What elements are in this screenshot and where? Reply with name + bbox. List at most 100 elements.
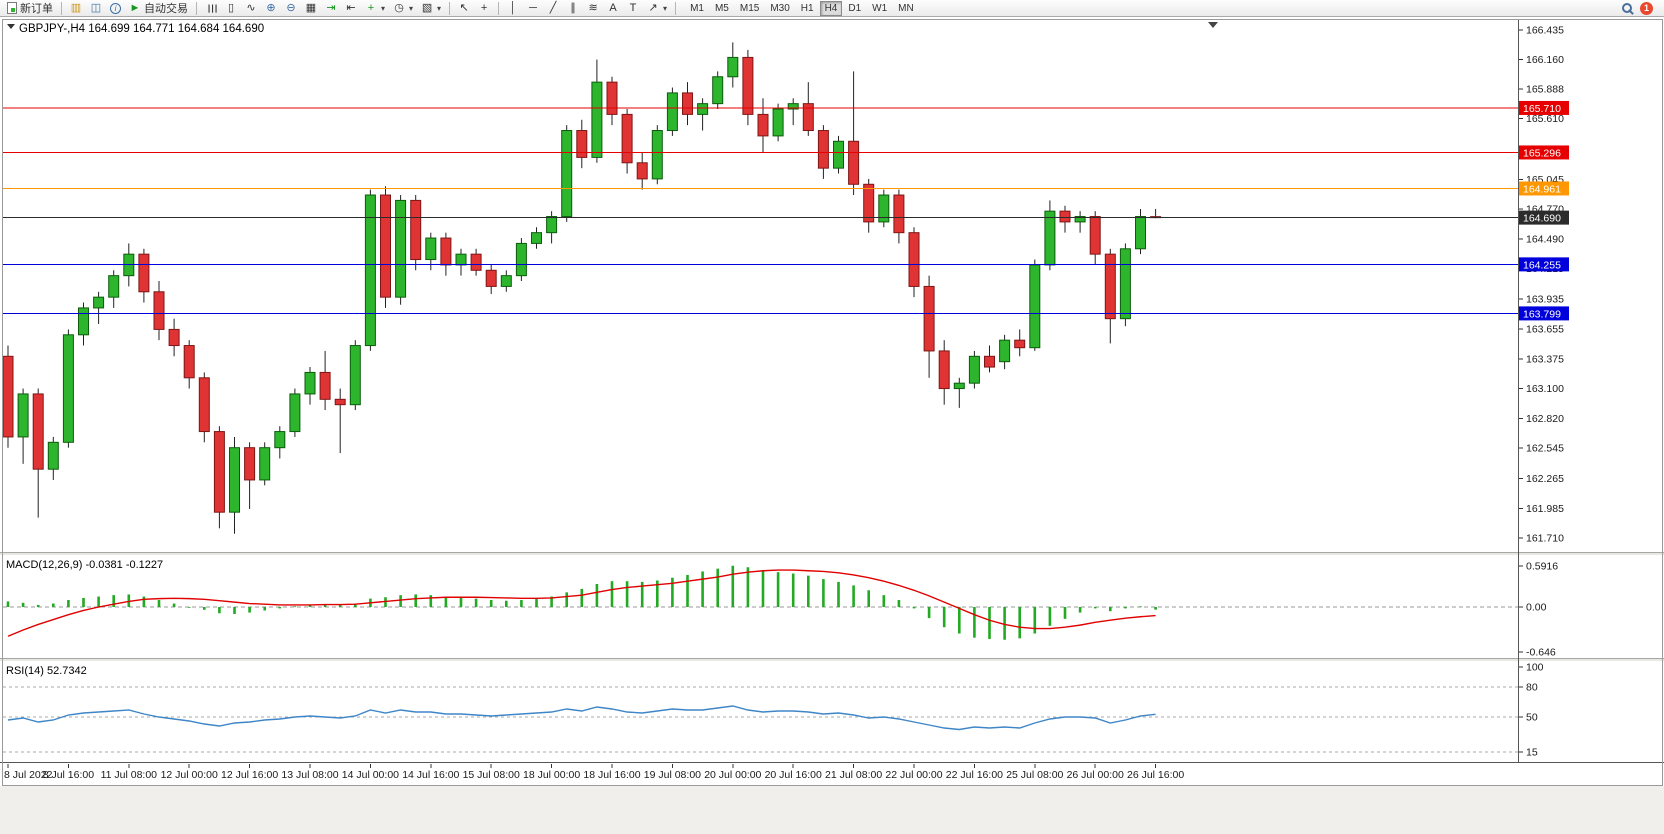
horizontal-line-icon: ─ xyxy=(529,1,537,14)
candlestick-chart-button[interactable]: ▯ xyxy=(221,0,241,16)
new-order-icon xyxy=(7,2,17,14)
timeframe-button-d1[interactable]: D1 xyxy=(843,1,866,16)
text-icon: A xyxy=(609,1,617,14)
axis-tick-label: 162.545 xyxy=(1526,443,1564,455)
candle xyxy=(923,275,935,378)
price-badge-165.296: 165.296 xyxy=(1519,145,1569,160)
chart-menu-arrow-icon[interactable] xyxy=(7,24,15,29)
axis-tick-label: 12 Jul 16:00 xyxy=(221,769,278,781)
candle xyxy=(319,350,331,411)
candle xyxy=(833,135,844,174)
toolbar-separator xyxy=(61,1,62,15)
candle xyxy=(17,388,29,464)
candle xyxy=(772,103,784,142)
chart-shift-icon: ⇤ xyxy=(346,1,356,14)
candle xyxy=(908,227,920,298)
bar-chart-button[interactable]: ☰ xyxy=(201,0,221,16)
zoom-in-button[interactable]: ⊕ xyxy=(261,0,281,16)
axis-tick-label: 19 Jul 08:00 xyxy=(644,769,701,781)
candle xyxy=(802,82,814,136)
svg-text:164.255: 164.255 xyxy=(1523,259,1561,271)
axis-tick-label: 165.610 xyxy=(1526,113,1564,125)
fibonacci-button[interactable]: ≋ xyxy=(583,0,603,16)
text-label-button[interactable]: T xyxy=(623,0,643,16)
channel-button[interactable]: ∥ xyxy=(563,0,583,16)
axis-tick-label: 20 Jul 00:00 xyxy=(704,769,761,781)
candle xyxy=(244,442,256,509)
autotrading-button[interactable]: ► 自动交易 xyxy=(125,0,192,16)
axis-tick-label: 0.5916 xyxy=(1526,560,1558,572)
axis-tick-label: 8 Jul 16:00 xyxy=(43,769,95,781)
timeframe-button-m15[interactable]: M15 xyxy=(735,1,764,16)
rsi-label: RSI(14) 52.7342 xyxy=(6,665,87,677)
candle xyxy=(546,211,558,244)
horizontal-line-button[interactable]: ─ xyxy=(523,0,543,16)
zoom-out-button[interactable]: ⊖ xyxy=(281,0,301,16)
candle xyxy=(198,372,210,443)
candle xyxy=(1044,200,1056,271)
candle xyxy=(591,59,603,163)
timeframe-button-mn[interactable]: MN xyxy=(893,1,919,16)
dropdown-caret-icon: ▾ xyxy=(409,3,414,13)
timeframe-button-h1[interactable]: H1 xyxy=(796,1,819,16)
candle xyxy=(470,248,482,276)
candle xyxy=(93,291,105,325)
vertical-line-button[interactable]: │ xyxy=(503,0,523,16)
candle xyxy=(621,109,633,174)
crosshair-button[interactable]: + xyxy=(474,0,494,16)
axis-tick-label: 26 Jul 16:00 xyxy=(1127,769,1184,781)
candle xyxy=(183,340,195,389)
periods-button[interactable]: ◷ ▾ xyxy=(389,0,417,16)
axis-tick-label: 100 xyxy=(1526,662,1544,674)
indicators-button[interactable]: + ▾ xyxy=(361,0,389,16)
text-button[interactable]: A xyxy=(603,0,623,16)
data-window-button[interactable]: ◫ xyxy=(86,0,106,16)
cursor-button[interactable]: ↖ xyxy=(454,0,474,16)
timeframe-button-m30[interactable]: M30 xyxy=(765,1,794,16)
candle xyxy=(274,426,286,459)
candle xyxy=(1119,243,1131,327)
chart-window[interactable]: 166.435166.160165.888165.610165.330165.0… xyxy=(0,17,1664,834)
axis-tick-label: 161.710 xyxy=(1526,533,1564,545)
candle xyxy=(229,436,240,534)
candle xyxy=(410,195,422,271)
timeframe-button-h4[interactable]: H4 xyxy=(819,0,843,16)
axis-tick-label: 162.265 xyxy=(1526,473,1564,485)
search-icon[interactable] xyxy=(1622,3,1632,13)
main-toolbar: 新订单 ▥ ◫ i ► 自动交易 ☰ ▯ ∿ ⊕ ⊖ ▦ ⇥ ⇤ + ▾ ◷ ▾ ▧… xyxy=(0,0,1664,17)
market-watch-button[interactable]: ▥ xyxy=(66,0,86,16)
info-button[interactable]: i xyxy=(106,0,125,16)
tile-windows-button[interactable]: ▦ xyxy=(301,0,321,16)
notification-badge[interactable]: 1 xyxy=(1640,1,1653,15)
chart-canvas[interactable]: 166.435166.160165.888165.610165.330165.0… xyxy=(0,17,1664,834)
trendline-button[interactable]: ╱ xyxy=(543,0,563,16)
autotrading-label: 自动交易 xyxy=(144,3,188,15)
new-order-button[interactable]: 新订单 xyxy=(3,0,57,16)
svg-text:164.690: 164.690 xyxy=(1523,213,1561,225)
chart-shift-button[interactable]: ⇤ xyxy=(341,0,361,16)
timeframe-button-m5[interactable]: M5 xyxy=(710,1,734,16)
candle xyxy=(2,345,14,448)
candle xyxy=(968,350,980,389)
toolbar-separator xyxy=(196,1,197,15)
timeframe-button-w1[interactable]: W1 xyxy=(867,1,892,16)
macd-label: MACD(12,26,9) -0.0381 -0.1227 xyxy=(6,559,163,571)
svg-text:163.799: 163.799 xyxy=(1523,308,1561,320)
candle xyxy=(651,125,663,185)
line-chart-button[interactable]: ∿ xyxy=(241,0,261,16)
candle xyxy=(168,318,180,357)
candle xyxy=(666,87,678,136)
arrows-button[interactable]: ↗ ▾ xyxy=(643,0,671,16)
chart-shift-marker-icon[interactable] xyxy=(1208,22,1218,28)
templates-button[interactable]: ▧ ▾ xyxy=(417,0,445,16)
axis-tick-label: 8 Jul 2022 xyxy=(4,769,53,781)
chart-title: GBPJPY-,H4 164.699 164.771 164.684 164.6… xyxy=(19,23,264,35)
toolbar-separator xyxy=(675,1,677,15)
candle xyxy=(712,71,724,110)
price-badge-164.690: 164.690 xyxy=(1519,210,1569,225)
svg-text:165.296: 165.296 xyxy=(1523,147,1561,159)
dropdown-caret-icon: ▾ xyxy=(437,3,442,13)
info-icon: i xyxy=(110,2,121,14)
timeframe-button-m1[interactable]: M1 xyxy=(685,1,709,16)
auto-scroll-button[interactable]: ⇥ xyxy=(321,0,341,16)
